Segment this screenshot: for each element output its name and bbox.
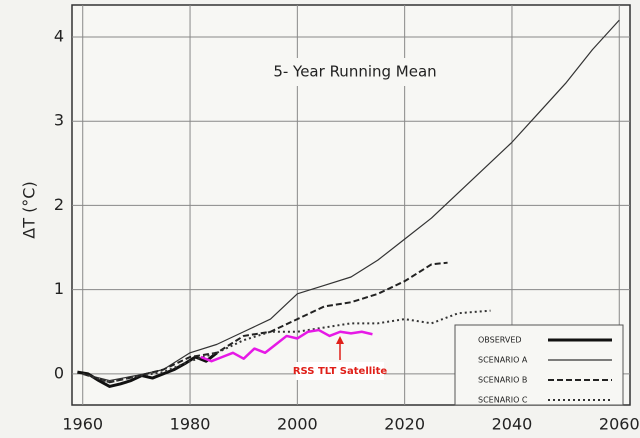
y-tick-label: 0 bbox=[54, 363, 64, 382]
x-tick-label: 2040 bbox=[492, 415, 533, 434]
series-line bbox=[77, 351, 218, 388]
chart-title: 5- Year Running Mean bbox=[273, 63, 436, 81]
series-line bbox=[82, 261, 448, 384]
y-tick-label: 4 bbox=[54, 27, 64, 46]
y-tick-label: 1 bbox=[54, 279, 64, 298]
annotation-arrowhead bbox=[336, 336, 344, 344]
x-tick-label: 1980 bbox=[170, 415, 211, 434]
x-tick-label: 2000 bbox=[277, 415, 318, 434]
legend-box bbox=[454, 324, 624, 406]
y-tick-label: 2 bbox=[54, 195, 64, 214]
series-line bbox=[82, 309, 491, 384]
legend-label: SCENARIO B bbox=[478, 376, 527, 385]
annotation-box bbox=[296, 362, 384, 380]
x-tick-label: 2060 bbox=[599, 415, 640, 434]
legend-label: SCENARIO A bbox=[478, 356, 528, 365]
legend-label: SCENARIO C bbox=[478, 396, 528, 405]
annotation: RSS TLT Satellite bbox=[293, 366, 388, 377]
x-tick-label: 1960 bbox=[62, 415, 103, 434]
x-tick-label: 2020 bbox=[384, 415, 425, 434]
series-line bbox=[200, 328, 373, 363]
y-axis-label: ΔT (°C) bbox=[20, 181, 39, 238]
legend-label: OBSERVED bbox=[478, 336, 522, 345]
title-box bbox=[250, 58, 460, 86]
series-line bbox=[82, 19, 620, 382]
y-tick-label: 3 bbox=[54, 111, 64, 130]
